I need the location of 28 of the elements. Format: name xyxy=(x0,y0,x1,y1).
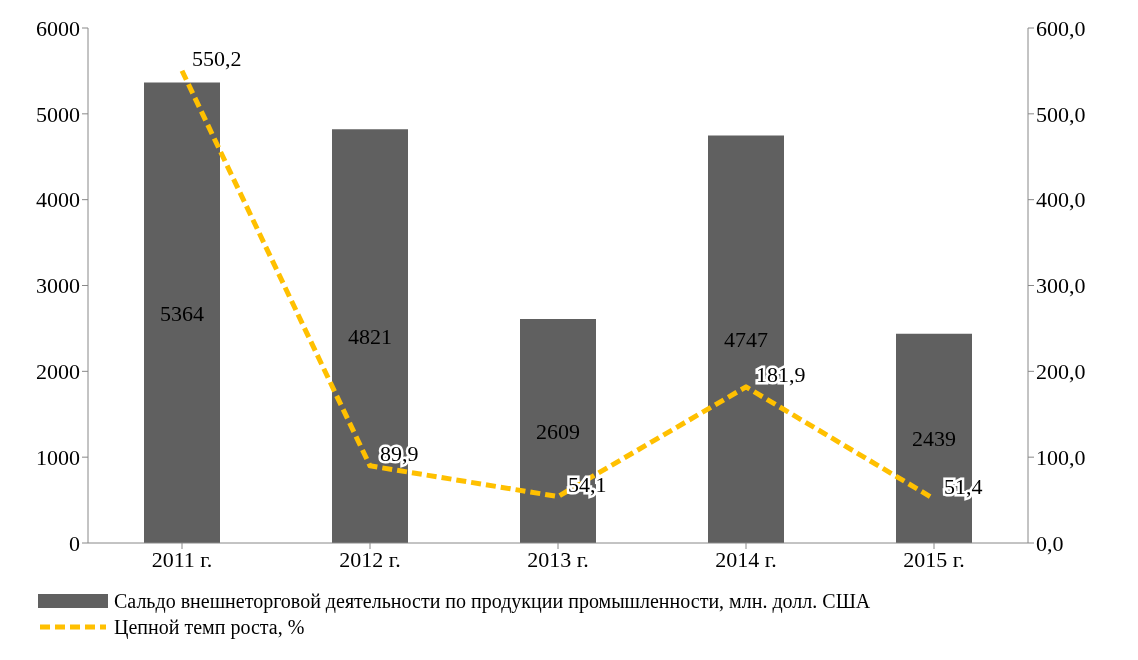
x-tick-label: 2015 г. xyxy=(903,546,965,572)
y2-tick-label: 0,0 xyxy=(1036,530,1064,556)
y-tick-label: 5000 xyxy=(36,101,80,127)
legend-label: Сальдо внешнеторговой деятельности по продукции промышленности, млн. долл. США xyxy=(114,589,871,613)
data-label: 550,2 xyxy=(192,46,242,72)
y-tick-label: 6000 xyxy=(36,15,80,41)
y-tick-label: 0 xyxy=(69,530,80,556)
y2-tick-label: 600,0 xyxy=(1036,15,1086,41)
y-tick-label: 2000 xyxy=(36,359,80,385)
y2-tick-label: 100,0 xyxy=(1036,444,1086,470)
data-label: 5364 xyxy=(160,300,204,326)
y-tick-label: 1000 xyxy=(36,444,80,470)
y2-tick-label: 300,0 xyxy=(1036,273,1086,299)
bar xyxy=(144,82,220,543)
y2-tick-label: 500,0 xyxy=(1036,101,1086,127)
x-tick-label: 2012 г. xyxy=(339,546,401,572)
x-tick-label: 2013 г. xyxy=(527,546,589,572)
legend-label: Цепной темп роста, % xyxy=(114,615,305,639)
data-label: 2609 xyxy=(536,418,580,444)
y-tick-label: 3000 xyxy=(36,273,80,299)
y-tick-label: 4000 xyxy=(36,187,80,213)
y2-tick-label: 400,0 xyxy=(1036,187,1086,213)
data-label: 4747 xyxy=(724,327,768,353)
x-tick-label: 2011 г. xyxy=(151,546,213,572)
x-tick-label: 2014 г. xyxy=(715,546,777,572)
y2-tick-label: 200,0 xyxy=(1036,359,1086,385)
data-label: 4821 xyxy=(348,323,392,349)
data-label: 2439 xyxy=(912,426,956,452)
